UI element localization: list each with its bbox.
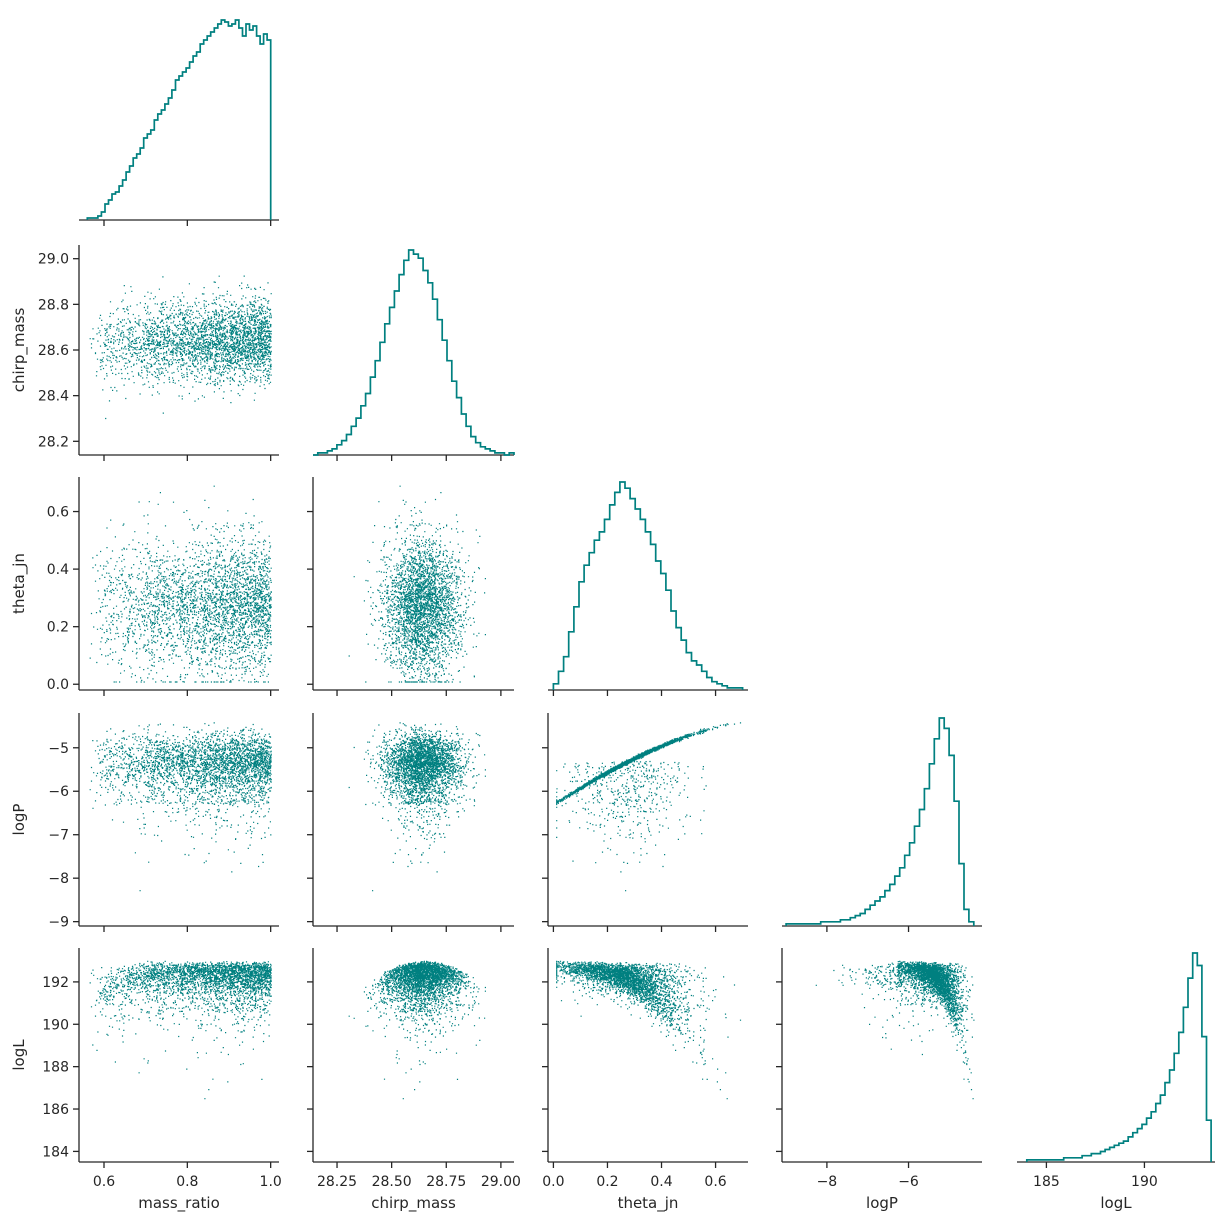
y-tick-label: −9 [48, 915, 69, 931]
scatter-points-logP-vs-chirp_mass [348, 722, 486, 892]
panel-logP-vs-theta_jn [542, 713, 748, 932]
panel-theta_jn-vs-mass_ratio: 0.0 0.2 0.4 0.6 [47, 477, 279, 696]
x-tick-label: 0.2 [596, 1174, 618, 1190]
y-tick-label: 0.2 [47, 620, 69, 636]
y-axis-label-logL: logL [10, 1039, 28, 1071]
panel-theta_jn-vs-theta_jn [548, 481, 748, 696]
x-tick-label: 0.8 [176, 1174, 198, 1190]
x-tick-label: 28.75 [426, 1174, 466, 1190]
y-tick-label: −8 [48, 871, 69, 887]
x-axis-label-chirp_mass: chirp_mass [371, 1194, 456, 1213]
scatter-points-logL-vs-logP [815, 960, 975, 1100]
panel-chirp_mass-vs-mass_ratio: 28.2 28.4 28.6 28.8 29.0 [38, 245, 279, 461]
panel-logL-vs-mass_ratio: 0.6 0.8 1.0 184 186 188 190 192 [42, 948, 282, 1190]
panel-logP-vs-logP [782, 717, 982, 932]
y-tick-label: 186 [42, 1102, 69, 1118]
x-tick-label: 190 [1131, 1174, 1158, 1190]
panel-logL-vs-logP: −8 −6 [776, 948, 982, 1190]
panel-chirp_mass-vs-chirp_mass [313, 249, 515, 461]
y-axis-label-theta_jn: theta_jn [10, 553, 29, 614]
histogram-chirp_mass [313, 249, 515, 456]
histogram-theta_jn [552, 481, 744, 690]
scatter-points-theta_jn-vs-chirp_mass [348, 485, 486, 683]
x-tick-label: 1.0 [260, 1174, 282, 1190]
y-axis-label-logP: logP [10, 804, 28, 836]
panel-logL-vs-logL: 185 190 [1017, 952, 1215, 1190]
y-tick-label: 188 [42, 1060, 69, 1076]
y-tick-label: 0.0 [47, 677, 69, 693]
panel-logL-vs-theta_jn: 0.0 0.2 0.4 0.6 [542, 948, 748, 1190]
y-tick-label: 28.6 [38, 343, 69, 359]
x-tick-label: 28.25 [317, 1174, 357, 1190]
y-axis-label-chirp_mass: chirp_mass [10, 308, 29, 393]
scatter-points-theta_jn-vs-mass_ratio [89, 485, 272, 683]
x-tick-label: 0.0 [542, 1174, 564, 1190]
x-tick-label: −8 [817, 1174, 838, 1190]
panel-mass_ratio-vs-mass_ratio [79, 19, 279, 226]
y-tick-label: −5 [48, 741, 69, 757]
scatter-points-chirp_mass-vs-mass_ratio [89, 275, 272, 420]
histogram-logP [785, 717, 975, 926]
y-tick-label: −7 [48, 828, 69, 844]
x-tick-label: −6 [898, 1174, 919, 1190]
histogram-logL [1025, 952, 1212, 1162]
y-tick-label: 28.2 [38, 434, 69, 450]
x-tick-label: 28.50 [372, 1174, 412, 1190]
panel-logL-vs-chirp_mass: 28.25 28.50 28.75 29.00 [307, 948, 521, 1190]
x-axis-label-theta_jn: theta_jn [618, 1194, 679, 1213]
scatter-points-logP-vs-mass_ratio [89, 722, 272, 892]
panel-theta_jn-vs-chirp_mass [307, 477, 514, 696]
y-tick-label: 28.4 [38, 389, 69, 405]
scatter-points-logP-vs-theta_jn [556, 722, 742, 892]
y-tick-label: 192 [42, 975, 69, 991]
y-tick-label: 29.0 [38, 252, 69, 268]
y-tick-label: 190 [42, 1017, 69, 1033]
y-tick-label: 184 [42, 1144, 69, 1160]
x-axis-label-logP: logP [866, 1194, 898, 1212]
y-tick-label: 0.6 [47, 505, 69, 521]
panel-logP-vs-chirp_mass [307, 713, 514, 932]
panels-layer: 28.2 28.4 28.6 28.8 29.0 0.0 0.2 0.4 0.6 −9 −8 −7 −6… [10, 19, 1215, 1213]
x-tick-label: 29.00 [481, 1174, 521, 1190]
scatter-points-logL-vs-mass_ratio [89, 960, 272, 1100]
panel-logP-vs-mass_ratio: −9 −8 −7 −6 −5 [48, 713, 279, 932]
histogram-mass_ratio [86, 19, 272, 220]
y-tick-label: −6 [48, 784, 69, 800]
y-tick-label: 28.8 [38, 297, 69, 313]
x-tick-label: 185 [1033, 1174, 1060, 1190]
x-axis-label-mass_ratio: mass_ratio [138, 1194, 220, 1213]
x-tick-label: 0.6 [704, 1174, 726, 1190]
y-tick-label: 0.4 [47, 562, 69, 578]
x-tick-label: 0.6 [93, 1174, 115, 1190]
scatter-points-logL-vs-theta_jn [556, 960, 742, 1100]
scatter-points-logL-vs-chirp_mass [348, 960, 486, 1100]
x-tick-label: 0.4 [650, 1174, 672, 1190]
x-axis-label-logL: logL [1100, 1194, 1132, 1212]
